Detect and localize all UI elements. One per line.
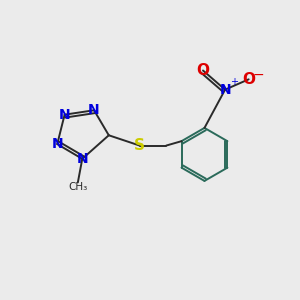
Text: N: N [51,137,63,151]
Text: CH₃: CH₃ [68,182,88,192]
Text: N: N [59,108,70,122]
Text: N: N [76,152,88,166]
Text: N: N [88,103,100,117]
Text: O: O [242,72,255,87]
Text: +: + [230,77,238,87]
Text: −: − [252,68,264,82]
Text: O: O [196,63,209,78]
Text: S: S [134,138,145,153]
Text: N: N [219,82,231,97]
